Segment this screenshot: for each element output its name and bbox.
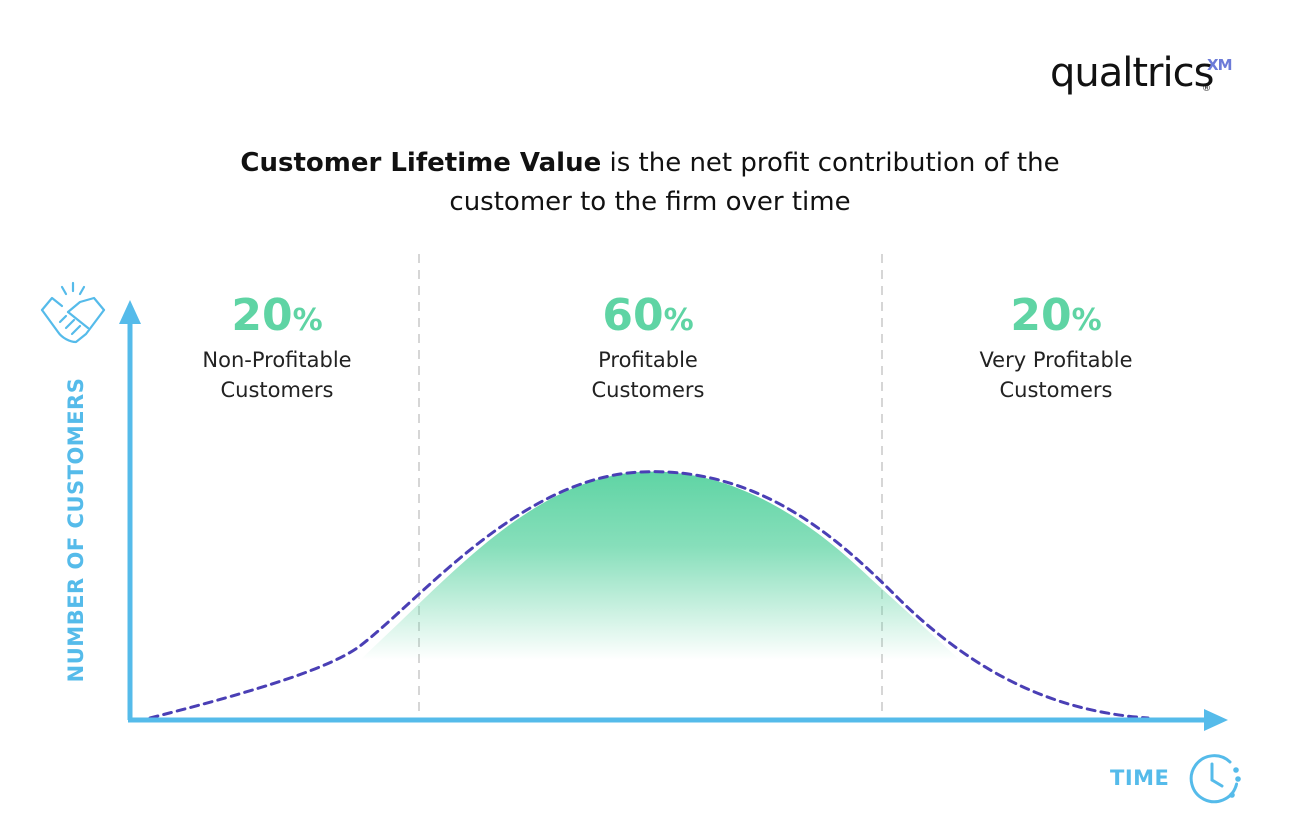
y-axis-label: NUMBER OF CUSTOMERS xyxy=(64,377,88,683)
segment-unit: % xyxy=(663,303,694,338)
qualtrics-logo: qualtrics ® XM xyxy=(1050,50,1232,96)
segment-label-line-1: Very Profitable xyxy=(979,348,1133,372)
logo-wordmark: qualtrics xyxy=(1050,50,1214,96)
segment-unit: % xyxy=(1071,303,1102,338)
segment-label-line-2: Customers xyxy=(591,378,705,402)
customer-distribution-curve xyxy=(148,470,1150,720)
segment-percent: 20% xyxy=(926,292,1186,345)
segment-unit: % xyxy=(292,303,323,338)
clock-icon xyxy=(1189,754,1241,804)
headline-line-1-rest: is the net profit contribution of the xyxy=(601,148,1060,178)
headline-line-2: customer to the firm over time xyxy=(449,187,851,217)
segment-label-line-1: Profitable xyxy=(598,348,698,372)
profitable-area-fill xyxy=(360,471,960,660)
segment-percent: 20% xyxy=(147,292,407,345)
y-axis-arrow xyxy=(119,300,141,324)
handshake-icon xyxy=(40,281,106,344)
segment-label-line-1: Non-Profitable xyxy=(202,348,352,372)
x-axis-label: TIME xyxy=(1110,766,1170,790)
segment-value: 20 xyxy=(1010,290,1072,341)
headline: Customer Lifetime Value is the net profi… xyxy=(150,144,1150,222)
segment-label-line-2: Customers xyxy=(220,378,334,402)
segment-label-line-2: Customers xyxy=(999,378,1113,402)
segment-percent: 60% xyxy=(518,292,778,345)
logo-registered-mark: ® xyxy=(1202,84,1211,94)
segment-value: 60 xyxy=(602,290,664,341)
logo-xm-mark: XM xyxy=(1207,56,1232,74)
segment-profitable: 60% Profitable Customers xyxy=(518,292,778,405)
headline-bold-term: Customer Lifetime Value xyxy=(240,148,602,178)
segment-value: 20 xyxy=(231,290,293,341)
headline-line-1: Customer Lifetime Value is the net profi… xyxy=(150,144,1150,183)
x-axis-arrow xyxy=(1204,709,1228,731)
segment-very-profitable: 20% Very Profitable Customers xyxy=(926,292,1186,405)
segment-non-profitable: 20% Non-Profitable Customers xyxy=(147,292,407,405)
